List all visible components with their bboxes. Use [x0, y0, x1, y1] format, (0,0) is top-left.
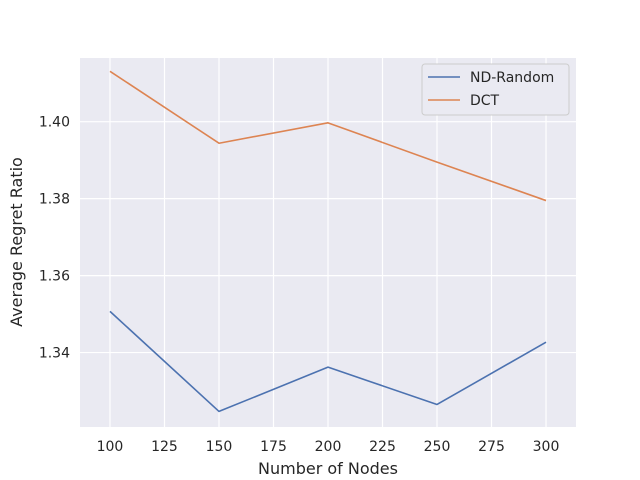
series-line-nd-random: [109, 310, 547, 413]
series-line-dct: [109, 70, 547, 202]
x-tick-label: 125: [151, 439, 178, 455]
x-tick-label: 300: [533, 439, 560, 455]
legend-label-dct: DCT: [470, 93, 500, 109]
x-tick-label: 225: [369, 439, 396, 455]
x-axis-label: Number of Nodes: [258, 459, 398, 478]
x-tick-label: 150: [206, 439, 233, 455]
y-tick-label: 1.38: [39, 192, 70, 208]
x-tick-label: 250: [424, 439, 451, 455]
grid: [80, 58, 576, 427]
x-tick-label: 175: [260, 439, 287, 455]
x-tick-label: 275: [478, 439, 505, 455]
y-tick-label: 1.40: [39, 115, 70, 131]
y-tick-label: 1.36: [39, 269, 70, 285]
x-tick-label: 200: [315, 439, 342, 455]
x-tick-labels: 100 125 150 175 200 225 250 275 300: [97, 439, 560, 455]
x-tick-label: 100: [97, 439, 124, 455]
series-lines: [109, 70, 547, 413]
legend-label-nd-random: ND-Random: [470, 70, 554, 86]
y-tick-label: 1.34: [39, 346, 70, 362]
legend: ND-Random DCT: [421, 63, 570, 116]
y-axis-label: Average Regret Ratio: [7, 157, 26, 327]
y-tick-labels: 1.34 1.36 1.38 1.40: [39, 115, 70, 362]
